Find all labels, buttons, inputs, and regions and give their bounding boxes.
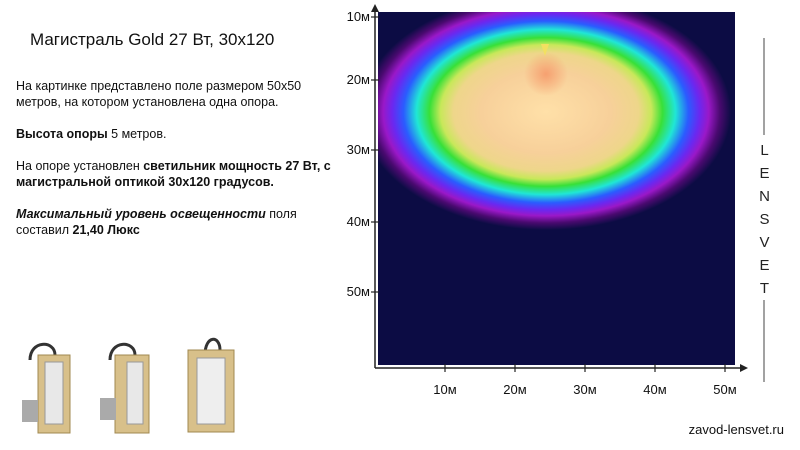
x-label: 10м — [433, 382, 457, 397]
y-label: 20м — [346, 72, 370, 87]
title: Магистраль Gold 27 Вт, 30x120 — [30, 30, 275, 49]
text: Максимальный уровень освещенности — [16, 207, 266, 221]
pole — [541, 44, 549, 56]
paragraph: На опоре установлен светильник мощность … — [16, 158, 336, 190]
paragraph: Высота опоры 5 метров. — [16, 126, 336, 142]
text: 5 метров. — [107, 127, 167, 141]
brand: LENSVET — [756, 142, 773, 303]
x-label: 50м — [713, 382, 737, 397]
x-label: 40м — [643, 382, 667, 397]
luminaire-images — [22, 337, 235, 434]
website: zavod-lensvet.ru — [688, 422, 784, 437]
arrow — [740, 364, 748, 372]
y-label: 50м — [346, 284, 370, 299]
x-label: 30м — [573, 382, 597, 397]
y-label: 10м — [346, 9, 370, 24]
text: На опоре установлен — [16, 159, 144, 173]
text: 21,40 Люкс — [72, 223, 140, 237]
y-label: 30м — [346, 142, 370, 157]
paragraph: Максимальный уровень освещенности поля с… — [16, 206, 336, 238]
x-label: 20м — [503, 382, 527, 397]
y-label: 40м — [346, 214, 370, 229]
text: На картинке представлено поле размером 5… — [16, 79, 302, 109]
arrow — [371, 4, 379, 12]
text: светильник мощность 27 Вт, с магистральн… — [16, 159, 331, 189]
ticks — [371, 16, 726, 372]
paragraph: На картинке представлено поле размером 5… — [16, 78, 336, 110]
illuminance-map — [378, 12, 735, 365]
text: поля составил — [16, 207, 297, 237]
text: Высота опоры — [16, 127, 108, 141]
